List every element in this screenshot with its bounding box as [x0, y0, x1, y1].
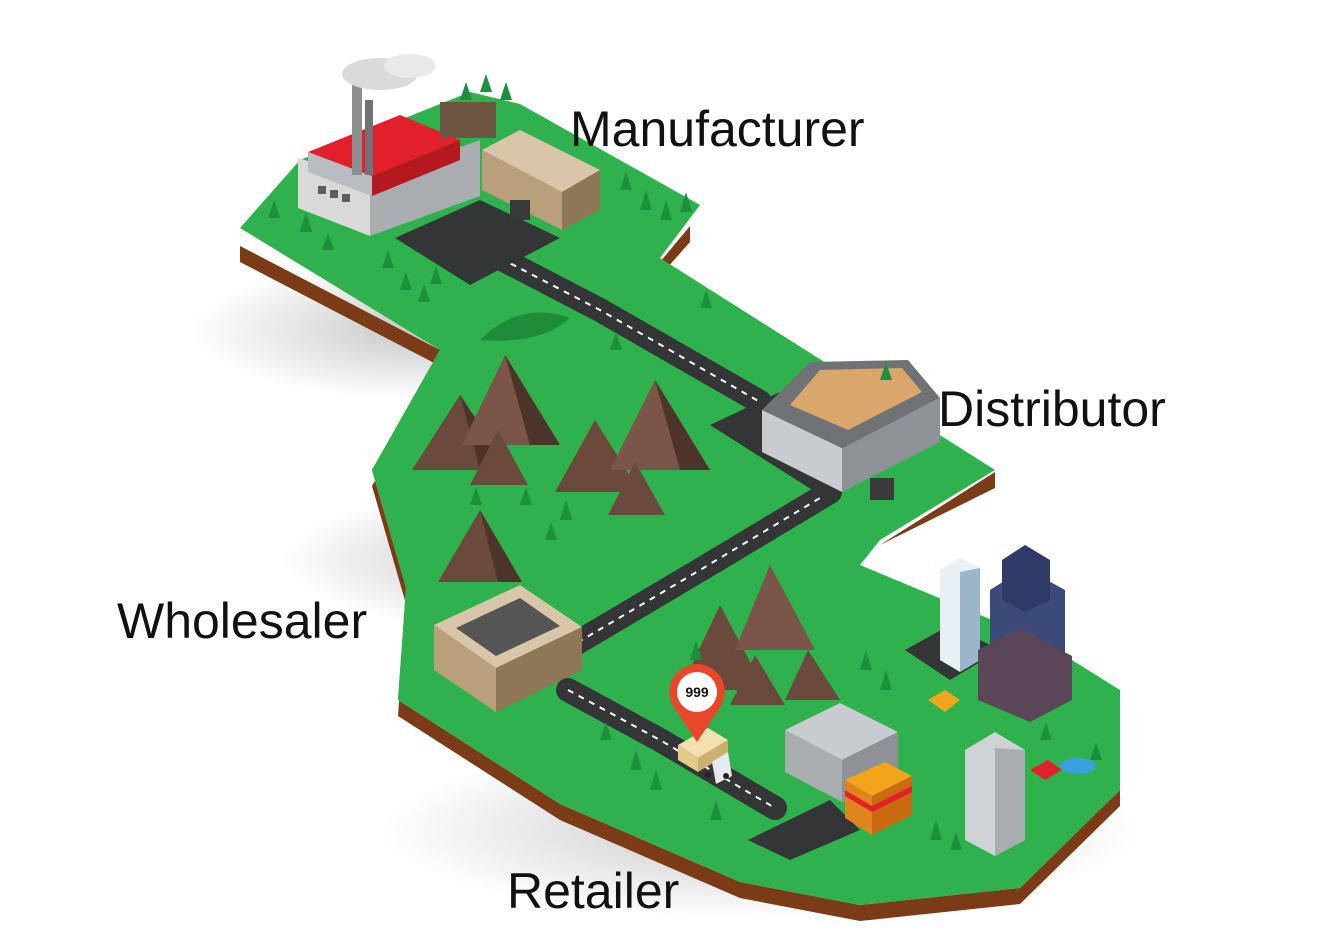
map-pin-icon: 999: [669, 664, 725, 742]
retail-shop: [845, 762, 912, 835]
retailer-label: Retailer: [507, 863, 680, 919]
manufacturer-warehouse: [440, 102, 600, 230]
city-buildings: [928, 545, 1096, 856]
wholesaler-warehouse: [434, 585, 582, 712]
distributor-label: Distributor: [938, 381, 1166, 437]
distributor-warehouse: [762, 360, 940, 500]
grass-hill: [480, 312, 570, 341]
trees: [268, 74, 1102, 850]
wholesaler-label: Wholesaler: [117, 593, 368, 649]
manufacturer-label: Manufacturer: [570, 101, 865, 157]
island-grass: [240, 92, 1120, 905]
factory: [298, 54, 480, 236]
delivery-truck: [678, 728, 732, 784]
road-centerline: [499, 257, 831, 809]
pin-label: 999: [685, 684, 709, 700]
mountain-range: [412, 355, 840, 705]
